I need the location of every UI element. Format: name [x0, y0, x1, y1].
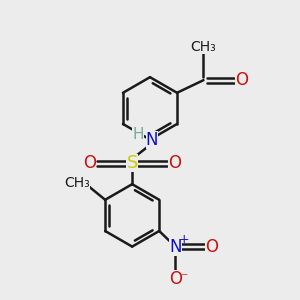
- Text: N: N: [169, 238, 182, 256]
- Text: CH₃: CH₃: [190, 40, 216, 55]
- Text: CH₃: CH₃: [64, 176, 90, 190]
- Text: O: O: [168, 154, 181, 172]
- Text: +: +: [178, 233, 189, 246]
- Text: N: N: [146, 130, 158, 148]
- Text: O: O: [83, 154, 97, 172]
- Text: ⁻: ⁻: [180, 271, 187, 285]
- Text: H: H: [132, 127, 144, 142]
- Text: O: O: [169, 270, 182, 288]
- Text: O: O: [235, 71, 248, 89]
- Text: O: O: [205, 238, 218, 256]
- Text: S: S: [127, 154, 138, 172]
